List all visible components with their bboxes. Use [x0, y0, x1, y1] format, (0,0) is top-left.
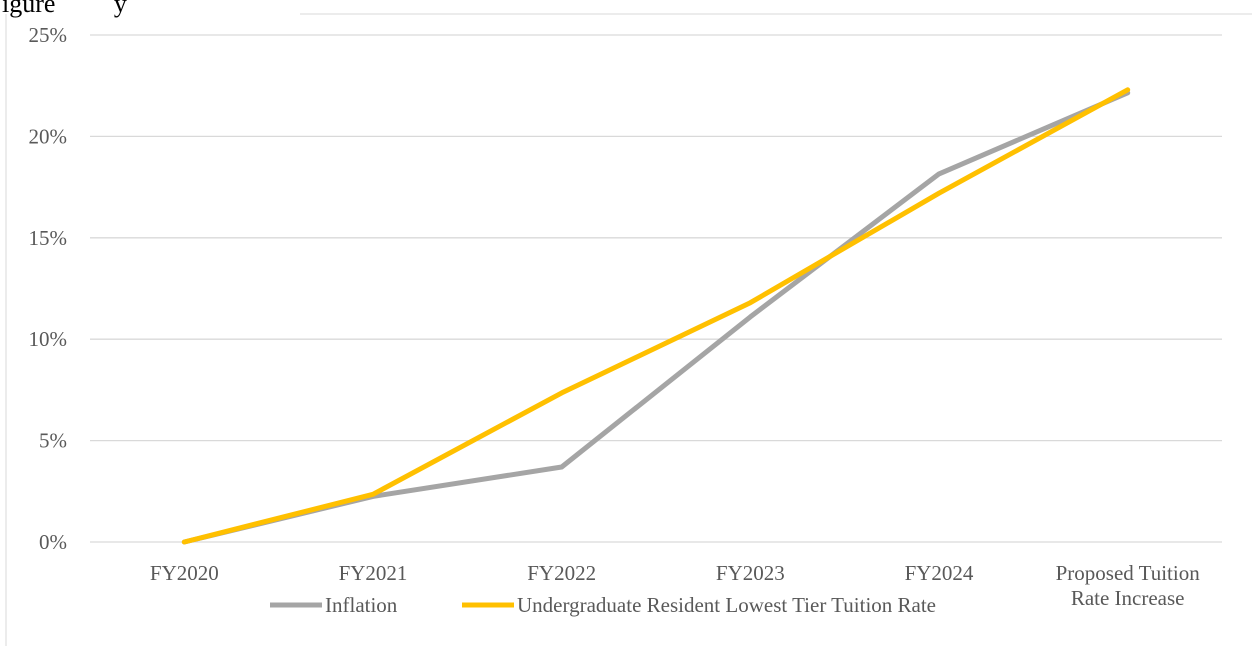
x-tick-label: FY2020	[150, 561, 219, 585]
series-lines	[181, 87, 1131, 545]
y-tick-label: 20%	[29, 124, 68, 148]
y-axis-tick-labels: 0% 5% 10% 15% 20% 25%	[29, 23, 68, 554]
y-tick-label: 10%	[29, 327, 68, 351]
y-tick-label: 0%	[39, 530, 67, 554]
cropped-header-text: igure y	[2, 0, 127, 18]
y-tick-label: 15%	[29, 226, 68, 250]
x-axis-tick-labels: FY2020 FY2021 FY2022 FY2023 FY2024 Proposed T…	[150, 561, 1200, 610]
x-tick-label: FY2023	[716, 561, 785, 585]
y-tick-label: 5%	[39, 429, 67, 453]
legend-label: Undergraduate Resident Lowest Tier Tuiti…	[517, 593, 936, 617]
series-line-undergraduate-resident-lowest-tier-tuition-rate	[181, 87, 1131, 545]
gridlines	[90, 34, 1222, 543]
legend-label: Inflation	[325, 593, 398, 617]
x-tick-label: Proposed Tuition	[1056, 561, 1201, 585]
x-tick-label: FY2022	[527, 561, 596, 585]
legend: Inflation Undergraduate Resident Lowest T…	[270, 593, 936, 617]
x-tick-label: FY2021	[339, 561, 408, 585]
x-tick-label: FY2024	[905, 561, 974, 585]
x-tick-label: Rate Increase	[1071, 586, 1185, 610]
y-tick-label: 25%	[29, 23, 68, 47]
